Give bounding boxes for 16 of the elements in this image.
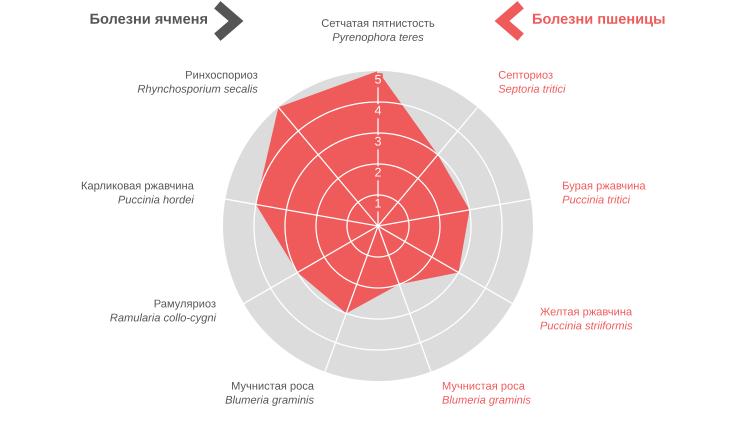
spoke-label: Желтая ржавчина Puccinia striiformis <box>540 308 632 330</box>
spoke-label: Сетчатая пятнистость Pyrenophora teres <box>322 19 434 44</box>
spoke-label: Ринхоспориоз Rhynchosporium secalis <box>138 70 258 95</box>
y-tick-label: 1 <box>375 198 381 208</box>
y-tick-label: 3 <box>375 136 381 146</box>
y-tick-label: 4 <box>374 106 382 115</box>
spoke-label: Мучнистая роса Blumeria graminis <box>442 382 531 406</box>
spoke-label: Мучнистая роса Blumeria graminis <box>225 382 314 406</box>
y-tick-label: 2 <box>375 168 381 177</box>
text: Болезни ячменя <box>90 14 207 24</box>
text: Болезни пшеницы <box>532 14 665 27</box>
spoke-label: Бурая ржавчина Puccinia tritici <box>562 182 646 204</box>
y-tick-label: 5 <box>375 74 381 84</box>
spoke-label: Рамуляриоз Ramularia collo-cygni <box>110 300 216 324</box>
spoke-label: Карликовая ржавчина Puccinia hordei <box>82 182 194 204</box>
spoke-label: Септориоз Septoria tritici <box>498 70 566 95</box>
